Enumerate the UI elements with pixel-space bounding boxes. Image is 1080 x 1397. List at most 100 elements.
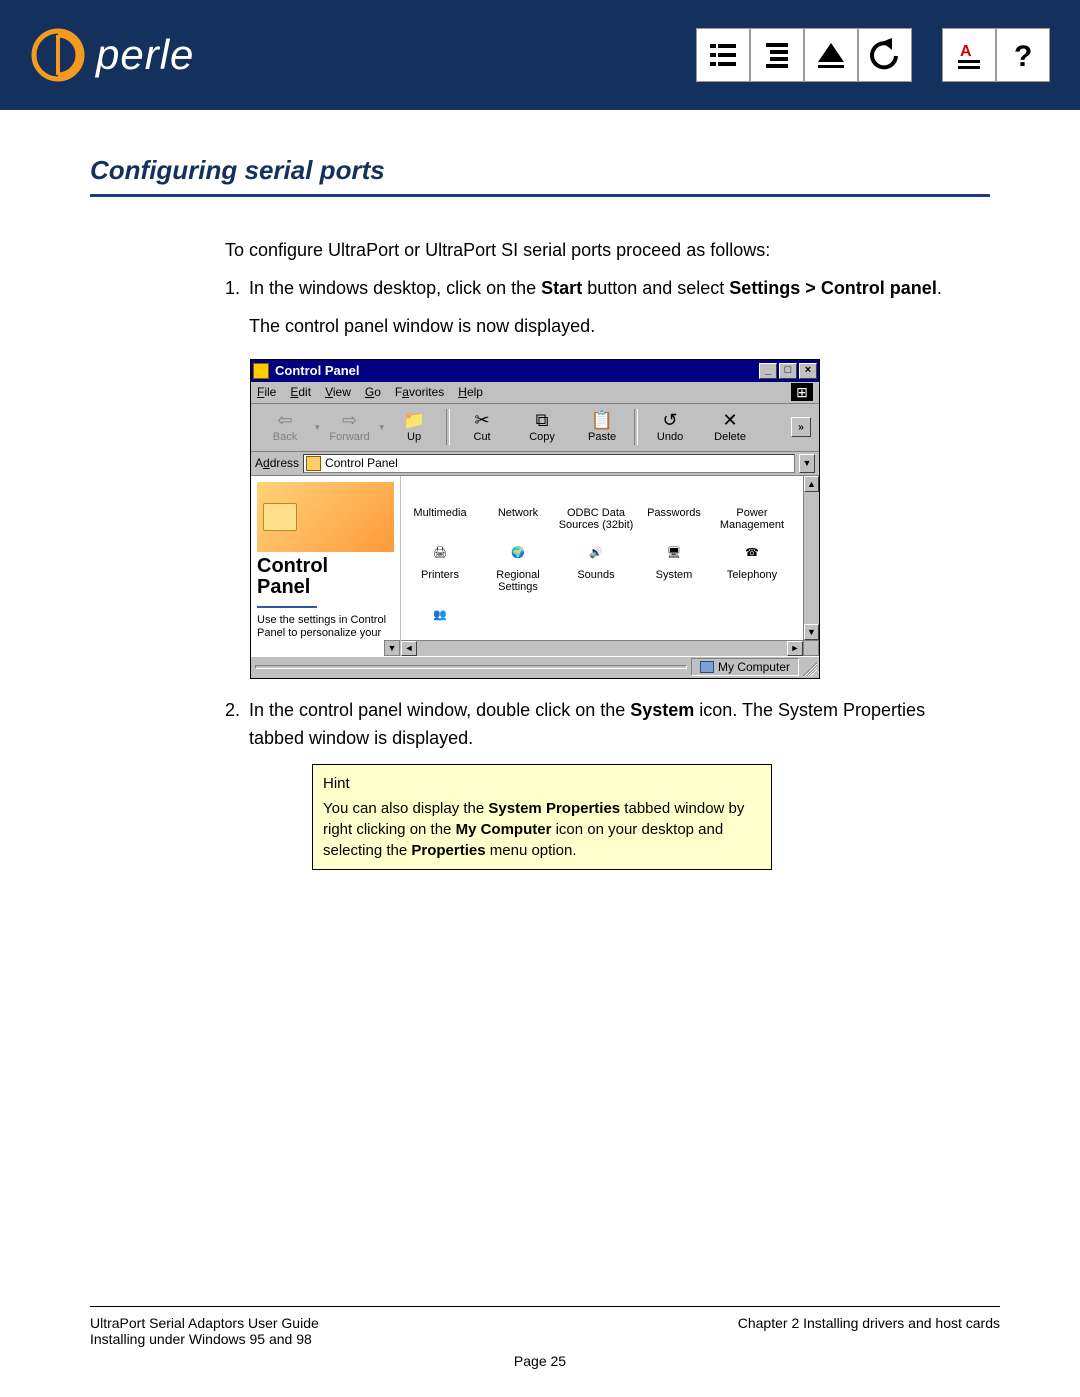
maximize-button[interactable]: □ [779, 363, 797, 379]
step-1: 1. In the windows desktop, click on the … [225, 275, 985, 341]
step1-text: In the windows desktop, click on the [249, 278, 541, 298]
footer-guide-title: UltraPort Serial Adaptors User Guide [90, 1315, 319, 1331]
cp-addressbar: Address Control Panel ▼ [251, 452, 819, 476]
footer-left: UltraPort Serial Adaptors User Guide Ins… [90, 1315, 319, 1347]
scroll-horizontal[interactable]: ◄ ► [401, 640, 803, 656]
status-panel: My Computer [691, 658, 799, 676]
step2-bold: System [630, 700, 694, 720]
tb-undo[interactable]: ↺Undo [640, 405, 700, 449]
cp-menubar: File Edit View Go Favorites Help ⊞ [251, 382, 819, 404]
step-2: 2. In the control panel window, double c… [225, 697, 985, 753]
step1-bold1: Start [541, 278, 582, 298]
cp-item-odbc[interactable]: ODBC Data Sources (32bit) [557, 476, 635, 538]
step-number-2: 2. [225, 697, 249, 753]
address-label: Address [255, 456, 299, 470]
step2-pre: In the control panel window, double clic… [249, 700, 630, 720]
footer-chapter: Chapter 2 Installing drivers and host ca… [738, 1315, 1000, 1347]
tb-back[interactable]: ⇦Back [255, 405, 315, 449]
cp-item-multimedia[interactable]: Multimedia [401, 476, 479, 538]
cp-body: ControlPanel Use the settings in Control… [251, 476, 819, 656]
tb-paste-label: Paste [588, 431, 616, 443]
tb-delete[interactable]: ✕Delete [700, 405, 760, 449]
cp-item-printers[interactable]: 🖨Printers [401, 538, 479, 600]
nav-back-icon[interactable] [858, 28, 912, 82]
tb-delete-label: Delete [714, 431, 746, 443]
cp-item-telephony[interactable]: ☎Telephony [713, 538, 791, 600]
hint-body: You can also display the System Properti… [323, 798, 761, 861]
scroll-corner [803, 640, 819, 656]
address-icon [306, 456, 321, 471]
address-dropdown[interactable]: ▼ [799, 454, 815, 473]
scroll-left-icon[interactable]: ◄ [401, 641, 417, 656]
cp-title-text: Control Panel [275, 363, 360, 378]
address-field[interactable]: Control Panel [303, 454, 795, 473]
menu-view[interactable]: View [325, 385, 351, 399]
step1-bold2: Settings > Control panel [729, 278, 937, 298]
scroll-right-icon[interactable]: ► [787, 641, 803, 656]
nav-help-icon[interactable]: ? [996, 28, 1050, 82]
tb-up-label: Up [407, 431, 421, 443]
nav-index-icon[interactable] [750, 28, 804, 82]
windows-flag-icon: ⊞ [791, 383, 813, 401]
step1-mid: button and select [582, 278, 729, 298]
nav-toc-icon[interactable] [696, 28, 750, 82]
tb-copy[interactable]: ⧉Copy [512, 405, 572, 449]
nav-bookmark-icon[interactable]: A [942, 28, 996, 82]
intro-text: To configure UltraPort or UltraPort SI s… [225, 237, 985, 265]
my-computer-icon [700, 661, 714, 673]
tb-undo-label: Undo [657, 431, 683, 443]
cp-title-icon [253, 363, 269, 379]
cp-item-regional[interactable]: 🌍Regional Settings [479, 538, 557, 600]
page-content: Configuring serial ports To configure Ul… [0, 110, 1080, 870]
brand-logo: perle [30, 27, 194, 83]
cp-statusbar: My Computer [251, 656, 819, 678]
step1-post: . [937, 278, 942, 298]
control-panel-window: Control Panel _ □ × File Edit View Go Fa… [250, 359, 820, 679]
cp-titlebar: Control Panel _ □ × [251, 360, 819, 382]
minimize-button[interactable]: _ [759, 363, 777, 379]
cp-item-network[interactable]: Network [479, 476, 557, 538]
cp-item-power[interactable]: Power Management [713, 476, 791, 538]
cp-item-system[interactable]: 🖥System [635, 538, 713, 600]
cp-side-desc: Use the settings in Control Panel to per… [257, 614, 394, 640]
close-button[interactable]: × [799, 363, 817, 379]
step-number: 1. [225, 275, 249, 341]
tb-more-button[interactable]: » [791, 417, 811, 437]
address-value: Control Panel [325, 456, 398, 470]
scroll-down-icon[interactable]: ▼ [804, 624, 819, 640]
hint-title: Hint [323, 773, 761, 794]
cp-main: Multimedia Network ODBC Data Sources (32… [401, 476, 819, 656]
section-title: Configuring serial ports [90, 155, 990, 197]
menu-file[interactable]: File [257, 385, 276, 399]
step1-line2: The control panel window is now displaye… [249, 316, 595, 336]
tb-cut[interactable]: ✂Cut [452, 405, 512, 449]
svg-text:A: A [960, 43, 972, 60]
cp-item-passwords[interactable]: Passwords [635, 476, 713, 538]
brand-text: perle [96, 31, 194, 79]
scroll-up-icon[interactable]: ▲ [804, 476, 819, 492]
doc-header: perle A ? [0, 0, 1080, 110]
page-footer: UltraPort Serial Adaptors User Guide Ins… [90, 1306, 1000, 1347]
side-scroll-down[interactable]: ▼ [384, 640, 400, 656]
cp-toolbar: ⇦Back ▾ ⇨Forward ▾ 📁Up ✂Cut ⧉Copy 📋Paste… [251, 404, 819, 452]
menu-go[interactable]: Go [365, 385, 381, 399]
tb-back-label: Back [273, 431, 297, 443]
tb-up[interactable]: 📁Up [384, 405, 444, 449]
menu-favorites[interactable]: Favorites [395, 385, 444, 399]
scroll-vertical[interactable]: ▲ ▼ [803, 476, 819, 640]
hint-box: Hint You can also display the System Pro… [312, 764, 772, 870]
logo-icon [30, 27, 86, 83]
menu-help[interactable]: Help [458, 385, 483, 399]
svg-text:?: ? [1014, 40, 1032, 72]
status-text: My Computer [718, 660, 790, 674]
tb-forward[interactable]: ⇨Forward [320, 405, 380, 449]
tb-paste[interactable]: 📋Paste [572, 405, 632, 449]
tb-cut-label: Cut [474, 431, 491, 443]
cp-item-sounds[interactable]: 🔊Sounds [557, 538, 635, 600]
page-number: Page 25 [0, 1353, 1080, 1369]
resize-grip[interactable] [803, 662, 817, 676]
nav-top-icon[interactable] [804, 28, 858, 82]
cp-sidebar: ControlPanel Use the settings in Control… [251, 476, 401, 656]
menu-edit[interactable]: Edit [290, 385, 311, 399]
header-nav: A ? [696, 28, 1050, 82]
